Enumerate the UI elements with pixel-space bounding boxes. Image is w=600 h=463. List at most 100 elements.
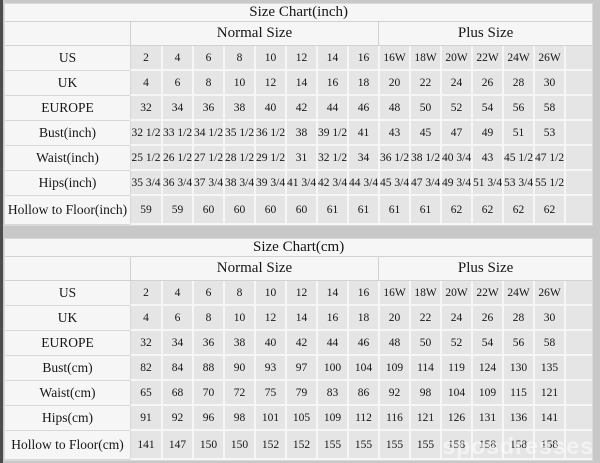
value-cell: 2 — [130, 281, 161, 306]
value-cell: 51 3/4 — [471, 171, 502, 196]
value-cell: 61 — [316, 196, 347, 225]
row-label: Hollow to Floor(cm) — [5, 431, 130, 460]
value-cell: 16 — [347, 46, 378, 71]
value-cell: 16 — [316, 306, 347, 331]
value-cell: 90 — [223, 356, 254, 381]
value-cell: 97 — [285, 356, 316, 381]
value-cell: 37 3/4 — [192, 171, 223, 196]
value-cell: 38 — [223, 331, 254, 356]
value-cell: 44 — [316, 331, 347, 356]
value-cell: 35 1/2 — [223, 121, 254, 146]
value-cell: 10 — [223, 71, 254, 96]
value-cell: 32 — [130, 96, 161, 121]
row-label: US — [5, 46, 130, 71]
row-label: EUROPE — [5, 331, 130, 356]
value-cell: 32 1/2 — [130, 121, 161, 146]
value-cell: 109 — [378, 356, 409, 381]
value-cell: 10 — [254, 281, 285, 306]
value-cell: 62 — [533, 196, 564, 225]
value-cell: 155 — [316, 431, 347, 460]
value-cell: 12 — [285, 281, 316, 306]
value-cell: 8 — [223, 281, 254, 306]
value-cell: 56 — [502, 331, 533, 356]
table-row: Hips(cm) 91 92 96 98 101 105 109 112 116 121 126 131… — [5, 406, 593, 431]
value-cell: 6 — [161, 306, 192, 331]
value-cell: 88 — [192, 356, 223, 381]
value-cell: 16 — [347, 281, 378, 306]
value-cell: 38 3/4 — [223, 171, 254, 196]
table-row: Hips(inch) 35 3/4 36 3/4 37 3/4 38 3/4 39 3/4… — [5, 171, 593, 196]
empty-trailing-cell — [564, 281, 593, 306]
value-cell: 158 — [502, 431, 533, 460]
value-cell: 47 3/4 — [409, 171, 440, 196]
empty-trailing-cell — [564, 306, 593, 331]
value-cell: 48 — [378, 331, 409, 356]
value-cell: 152 — [254, 431, 285, 460]
value-cell: 92 — [161, 406, 192, 431]
value-cell: 50 — [409, 331, 440, 356]
value-cell: 28 — [502, 306, 533, 331]
value-cell: 136 — [502, 406, 533, 431]
empty-trailing-cell — [564, 146, 593, 171]
value-cell: 38 1/2 — [409, 146, 440, 171]
value-cell: 30 — [533, 71, 564, 96]
value-cell: 26W — [533, 46, 564, 71]
value-cell: 22 — [409, 71, 440, 96]
value-cell: 24W — [502, 46, 533, 71]
empty-trailing-cell — [564, 356, 593, 381]
value-cell: 155 — [409, 431, 440, 460]
group-header-normal: Normal Size — [130, 257, 378, 281]
value-cell: 24 — [440, 71, 471, 96]
value-cell: 14 — [316, 46, 347, 71]
value-cell: 20 — [378, 306, 409, 331]
value-cell: 147 — [161, 431, 192, 460]
value-cell: 41 3/4 — [285, 171, 316, 196]
value-cell: 46 — [347, 331, 378, 356]
value-cell: 16W — [378, 46, 409, 71]
value-cell: 124 — [471, 356, 502, 381]
value-cell: 53 3/4 — [502, 171, 533, 196]
value-cell: 22 — [409, 306, 440, 331]
value-cell: 8 — [223, 46, 254, 71]
value-cell: 150 — [192, 431, 223, 460]
empty-trailing-cell — [564, 331, 593, 356]
value-cell: 83 — [316, 381, 347, 406]
value-cell: 38 — [285, 121, 316, 146]
table-row: Bust(inch) 32 1/2 33 1/2 34 1/2 35 1/2 36 1/2… — [5, 121, 593, 146]
value-cell: 22W — [471, 46, 502, 71]
value-cell: 91 — [130, 406, 161, 431]
value-cell: 40 — [254, 331, 285, 356]
row-label: Hips(cm) — [5, 406, 130, 431]
value-cell: 43 — [378, 121, 409, 146]
value-cell: 59 — [161, 196, 192, 225]
value-cell: 52 — [440, 96, 471, 121]
value-cell: 25 1/2 — [130, 146, 161, 171]
value-cell: 61 — [347, 196, 378, 225]
value-cell: 54 — [471, 331, 502, 356]
value-cell: 4 — [130, 71, 161, 96]
empty-trailing-cell — [564, 121, 593, 146]
value-cell: 46 — [347, 96, 378, 121]
value-cell: 62 — [471, 196, 502, 225]
value-cell: 44 3/4 — [347, 171, 378, 196]
size-chart-inch-table: Size Chart(inch) Normal Size Plus Size US 2 4… — [3, 3, 594, 226]
value-cell: 22W — [471, 281, 502, 306]
value-cell: 155 — [378, 431, 409, 460]
empty-trailing-cell — [564, 431, 593, 460]
value-cell: 6 — [192, 281, 223, 306]
value-cell: 24W — [502, 281, 533, 306]
value-cell: 109 — [471, 381, 502, 406]
value-cell: 26 1/2 — [161, 146, 192, 171]
value-cell: 60 — [192, 196, 223, 225]
value-cell: 55 1/2 — [533, 171, 564, 196]
row-label: UK — [5, 306, 130, 331]
empty-trailing-cell — [564, 96, 593, 121]
table-row: Hollow to Floor(cm) 141 147 150 150 152 152 155… — [5, 431, 593, 460]
value-cell: 12 — [254, 71, 285, 96]
value-cell: 35 3/4 — [130, 171, 161, 196]
value-cell: 79 — [285, 381, 316, 406]
value-cell: 43 — [471, 146, 502, 171]
value-cell: 27 1/2 — [192, 146, 223, 171]
table-title: Size Chart(inch) — [5, 4, 593, 22]
value-cell: 116 — [378, 406, 409, 431]
